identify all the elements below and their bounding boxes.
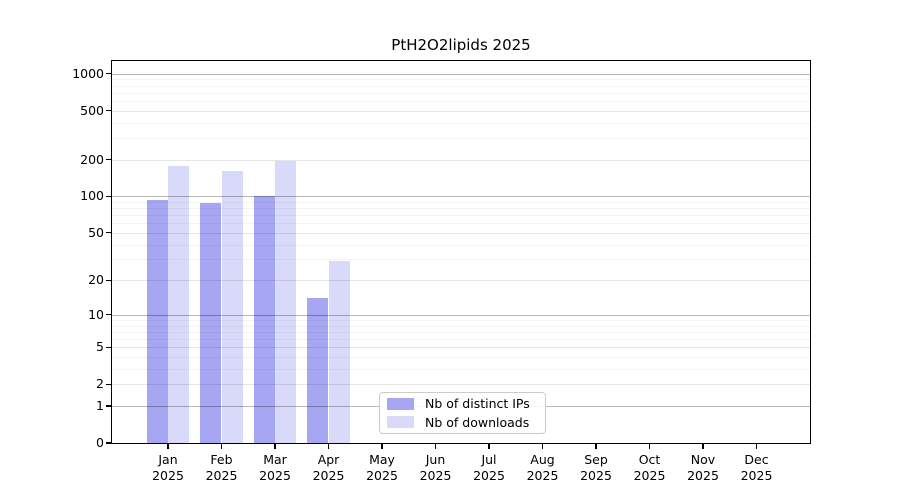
xtick-mark-feb: [220, 444, 223, 449]
bar-downloads-mar: [275, 161, 297, 443]
ytick-mark-1: [106, 405, 111, 407]
gridline-minor-90: [112, 201, 810, 203]
ytick-label-1000: 1000: [72, 65, 104, 81]
ytick-mark-5: [106, 346, 111, 348]
ytick-mark-50: [106, 232, 111, 234]
bar-distinct-ips-apr: [307, 298, 329, 443]
xtick-label-apr: Apr 2025: [312, 452, 345, 483]
xtick-label-jul: Jul 2025: [473, 452, 505, 483]
xtick-mark-may: [381, 444, 383, 449]
gridline-100: [112, 196, 810, 198]
xtick-label-jan: Jan 2025: [152, 452, 184, 483]
xtick-label-may: May 2025: [366, 452, 398, 483]
gridline-minor-600: [112, 101, 810, 103]
legend-item-distinct-ips: Nb of distinct IPs: [387, 396, 538, 412]
xtick-mark-aug: [541, 444, 544, 449]
gridline-50: [112, 232, 810, 234]
gridline-10: [112, 314, 810, 316]
ytick-mark-500: [106, 110, 111, 112]
legend-label-downloads: Nb of downloads: [425, 414, 530, 430]
bar-distinct-ips-jan: [146, 200, 168, 443]
xtick-label-dec: Dec 2025: [740, 452, 773, 483]
ytick-mark-0: [106, 442, 111, 444]
gridline-1000: [112, 73, 810, 75]
ytick-mark-10: [106, 314, 111, 316]
xtick-mark-jul: [488, 444, 490, 449]
xtick-label-aug: Aug 2025: [526, 452, 559, 483]
xtick-mark-nov: [702, 444, 704, 449]
gridline-minor-3: [112, 368, 810, 370]
ytick-label-1: 1: [96, 397, 104, 413]
gridline-minor-70: [112, 215, 810, 217]
xtick-mark-jan: [167, 444, 169, 449]
xtick-mark-sep: [595, 444, 597, 449]
xtick-label-oct: Oct 2025: [633, 452, 666, 483]
ytick-mark-200: [106, 158, 111, 161]
plot-area: [111, 60, 811, 444]
xtick-mark-dec: [755, 444, 758, 449]
ytick-mark-1000: [106, 73, 111, 75]
gridline-500: [112, 110, 810, 112]
xtick-label-sep: Sep 2025: [580, 452, 612, 483]
xtick-label-mar: Mar 2025: [259, 452, 291, 483]
gridline-minor-40: [112, 244, 810, 246]
ytick-label-200: 200: [80, 151, 104, 167]
xtick-label-feb: Feb 2025: [205, 452, 238, 483]
gridline-minor-4: [112, 356, 810, 358]
gridline-minor-80: [112, 208, 810, 210]
gridline-minor-6: [112, 339, 810, 340]
gridline-minor-7: [112, 331, 810, 333]
gridline-minor-300: [112, 137, 810, 139]
gridline-5: [112, 347, 810, 349]
gridline-minor-900: [112, 79, 810, 81]
xtick-mark-mar: [274, 444, 276, 449]
legend-swatch-downloads: [387, 416, 414, 429]
chart-title: PtH2O2lipids 2025: [391, 36, 531, 54]
ytick-mark-2: [106, 383, 111, 385]
xtick-mark-apr: [327, 444, 330, 449]
legend-swatch-distinct-ips: [387, 397, 414, 410]
ytick-label-2: 2: [96, 376, 104, 392]
gridline-minor-400: [112, 122, 810, 124]
gridline-minor-9: [112, 319, 810, 321]
bar-distinct-ips-mar: [253, 196, 275, 443]
gridline-minor-30: [112, 259, 810, 261]
gridline-20: [112, 280, 810, 282]
ytick-label-500: 500: [80, 102, 104, 118]
legend: Nb of distinct IPs Nb of downloads: [379, 392, 546, 434]
legend-item-downloads: Nb of downloads: [387, 415, 538, 431]
gridline-minor-8: [112, 325, 810, 327]
bar-downloads-feb: [221, 170, 243, 443]
ytick-label-20: 20: [88, 272, 104, 288]
bar-distinct-ips-feb: [200, 203, 222, 443]
ytick-mark-20: [106, 279, 111, 281]
xtick-mark-oct: [648, 444, 651, 449]
gridline-2: [112, 384, 810, 386]
xtick-label-nov: Nov 2025: [687, 452, 719, 483]
bars-layer: [112, 61, 810, 443]
gridline-200: [112, 159, 810, 161]
ytick-label-0: 0: [96, 435, 104, 450]
ytick-label-100: 100: [80, 188, 104, 204]
xtick-label-jun: Jun 2025: [419, 452, 452, 483]
legend-label-distinct-ips: Nb of distinct IPs: [425, 396, 530, 412]
xtick-mark-jun: [434, 444, 437, 449]
bar-downloads-jan: [168, 166, 190, 443]
gridline-minor-60: [112, 223, 810, 225]
ytick-label-5: 5: [96, 339, 104, 355]
bar-downloads-apr: [328, 261, 350, 443]
ytick-label-10: 10: [88, 306, 104, 322]
gridline-minor-800: [112, 85, 810, 87]
gridlines-layer: [112, 61, 810, 443]
gridline-minor-700: [112, 92, 810, 94]
ytick-mark-100: [106, 195, 111, 197]
ytick-label-50: 50: [88, 224, 104, 240]
